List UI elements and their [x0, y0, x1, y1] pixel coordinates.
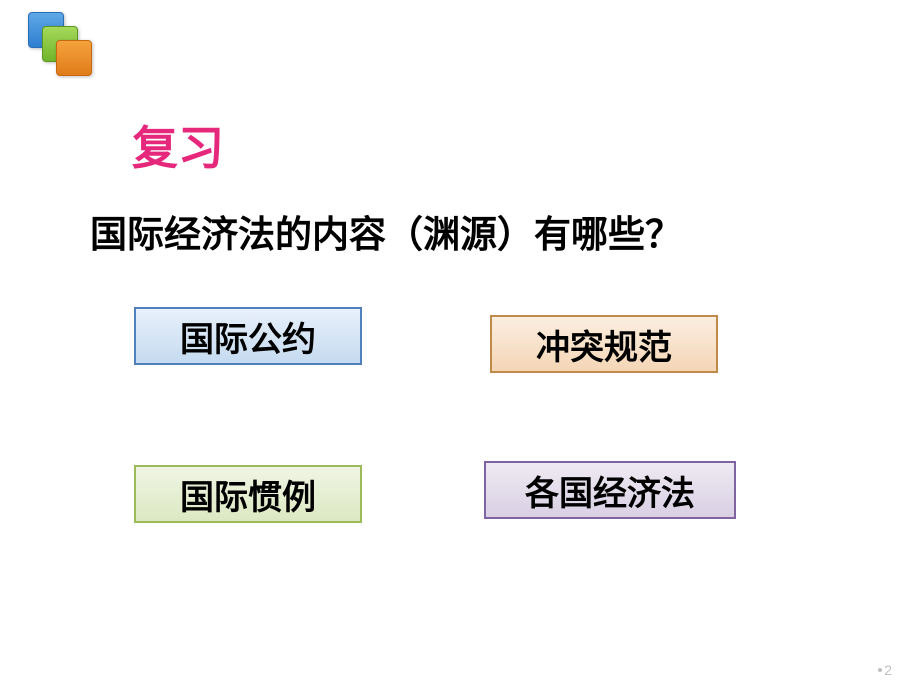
box-label: 国际公约	[180, 312, 316, 361]
bullet-icon	[878, 668, 882, 672]
logo-square-orange	[56, 40, 92, 76]
box-conflict-rules: 冲突规范	[490, 315, 718, 373]
box-international-practice: 国际惯例	[134, 465, 362, 523]
box-label: 冲突规范	[536, 320, 672, 369]
box-international-convention: 国际公约	[134, 307, 362, 365]
logo-icon	[18, 10, 88, 80]
box-label: 国际惯例	[180, 470, 316, 519]
question-text: 国际经济法的内容（渊源）有哪些？	[90, 204, 682, 258]
box-national-economic-law: 各国经济法	[484, 461, 736, 519]
page-number: 2	[878, 662, 892, 678]
page-number-value: 2	[884, 662, 892, 678]
box-label: 各国经济法	[525, 466, 695, 515]
page-title: 复习	[132, 112, 224, 178]
